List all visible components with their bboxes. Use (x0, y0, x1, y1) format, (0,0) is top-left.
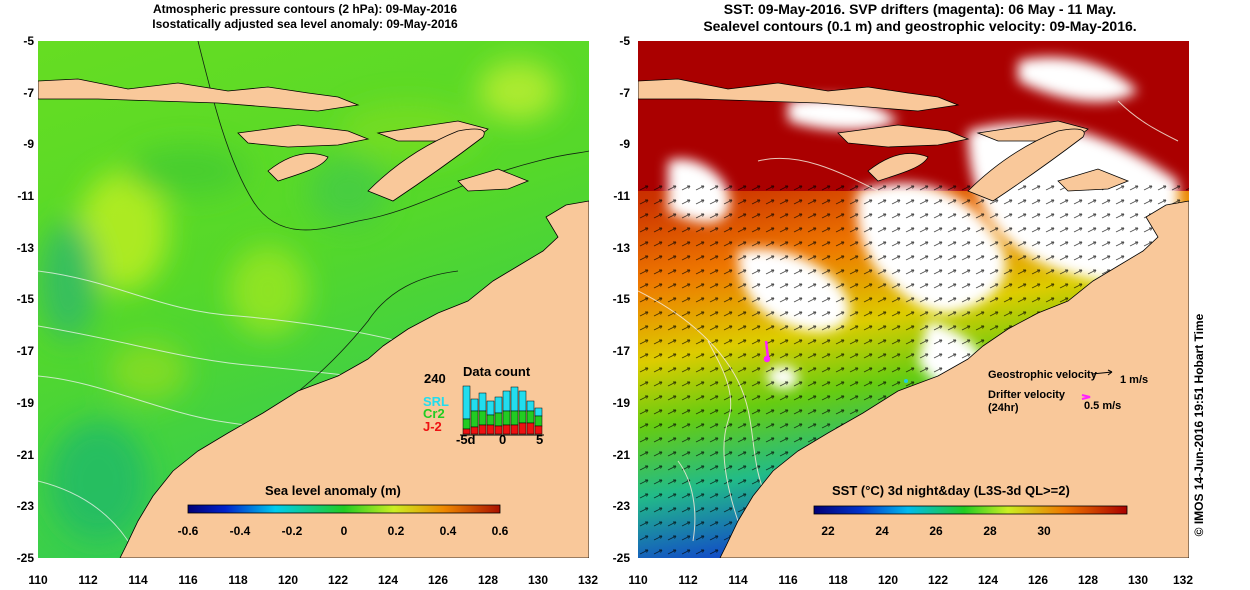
right-xtick: 122 (927, 573, 949, 587)
sst-colorbar-label: SST (°C) 3d night&day (L3S-3d QL>=2) (832, 483, 1070, 498)
left-xtick: 114 (128, 573, 148, 587)
left-xtick: 118 (228, 573, 248, 587)
right-xtick: 128 (1077, 573, 1099, 587)
left-ytick: -5 (23, 34, 34, 48)
sla-colorbar-label: Sea level anomaly (m) (265, 483, 401, 498)
left-xtick: 122 (327, 573, 349, 587)
left-land (38, 78, 589, 558)
left-title-line2: Isostatically adjusted sea level anomaly… (152, 17, 458, 31)
left-ytick: -23 (16, 499, 34, 513)
right-xtick: 126 (1027, 573, 1049, 587)
sst-tick-22: 22 (821, 524, 835, 538)
sla-tick-neg02: -0.2 (281, 524, 303, 538)
left-xtick: 128 (477, 573, 499, 587)
left-ytick: -9 (23, 137, 34, 151)
left-ytick: -11 (17, 189, 34, 203)
left-ytick: -15 (16, 292, 34, 306)
data-count-xtick-start: -5d (456, 432, 476, 447)
right-ytick: -15 (612, 292, 630, 306)
left-xtick: 116 (178, 573, 198, 587)
right-ytick: -9 (619, 137, 630, 151)
right-xtick: 112 (678, 573, 698, 587)
right-ytick: -5 (619, 34, 630, 48)
sea-level-anomaly-map: Data count 240 SRL Cr2 J-2 (38, 41, 589, 558)
sla-tick-06: 0.6 (491, 524, 509, 538)
data-count-xtick-end: 5 (536, 432, 543, 447)
right-title-line2: Sealevel contours (0.1 m) and geostrophi… (703, 18, 1137, 34)
sla-tick-0: 0 (340, 524, 348, 538)
sla-tick-02: 0.2 (387, 524, 405, 538)
right-ytick: -17 (612, 344, 630, 358)
left-ytick: -25 (16, 551, 34, 565)
data-count-title: Data count (463, 364, 531, 379)
geostrophic-velocity-value: 1 m/s (1120, 374, 1149, 386)
sst-tick-28: 28 (983, 524, 997, 538)
data-count-bars (462, 385, 543, 435)
right-ytick: -7 (619, 86, 630, 100)
left-ytick: -19 (16, 396, 34, 410)
drifter-velocity-label-line1: Drifter velocity (988, 389, 1066, 401)
right-xtick: 118 (828, 573, 848, 587)
imos-credit-text: © IMOS 14-Jun-2016 19:51 Hobart Time (1192, 313, 1206, 537)
right-ytick: -25 (612, 551, 630, 565)
svp-drifters (763, 340, 908, 383)
imos-credit: © IMOS 14-Jun-2016 19:51 Hobart Time (1191, 290, 1207, 560)
right-xtick: 132 (1172, 573, 1194, 587)
left-xtick: 110 (28, 573, 48, 587)
left-ytick: -13 (16, 241, 34, 255)
sst-colorbar (813, 505, 1128, 515)
left-ytick: -17 (16, 344, 34, 358)
sla-tick-neg06: -0.6 (177, 524, 199, 538)
sla-anomaly-patches (38, 61, 558, 541)
left-xtick: 124 (377, 573, 399, 587)
data-count-series-cr2: Cr2 (423, 406, 445, 421)
right-xtick: 116 (778, 573, 798, 587)
data-count-series-srl: SRL (423, 394, 449, 409)
right-xtick: 114 (728, 573, 748, 587)
right-ytick: -11 (613, 189, 630, 203)
sla-tick-neg04: -0.4 (229, 524, 251, 538)
right-title-line1: SST: 09-May-2016. SVP drifters (magenta)… (723, 1, 1117, 17)
left-map-title: Atmospheric pressure contours (2 hPa): 0… (120, 2, 490, 32)
left-xtick: 132 (577, 573, 599, 587)
drifter-velocity-label: Drifter velocity (24hr) (988, 389, 1065, 415)
left-xtick: 120 (277, 573, 299, 587)
right-land (638, 78, 1189, 558)
sst-tick-30: 30 (1037, 524, 1051, 538)
right-xtick: 124 (977, 573, 999, 587)
geostrophic-velocity-label: Geostrophic velocity (988, 369, 1097, 381)
left-title-line1: Atmospheric pressure contours (2 hPa): 0… (152, 2, 458, 16)
data-count-ymax: 240 (424, 371, 446, 386)
data-count-series-j2: J-2 (423, 419, 442, 434)
right-ytick: -13 (612, 241, 630, 255)
left-xtick: 126 (427, 573, 449, 587)
sst-map (638, 41, 1189, 558)
left-xtick: 112 (78, 573, 98, 587)
right-xtick: 130 (1127, 573, 1149, 587)
right-xtick: 110 (628, 573, 648, 587)
left-xtick: 130 (527, 573, 549, 587)
right-ytick: -23 (612, 499, 630, 513)
right-ytick: -19 (612, 396, 630, 410)
sla-colorbar (187, 504, 501, 514)
sst-tick-26: 26 (929, 524, 943, 538)
data-count-inset: Data count 240 SRL Cr2 J-2 (423, 364, 544, 447)
left-ytick: -7 (23, 86, 34, 100)
sst-tick-24: 24 (875, 524, 889, 538)
sst-sealevel-contours (638, 100, 1179, 542)
drifter-velocity-value: 0.5 m/s (1084, 400, 1122, 412)
drifter-velocity-label-line2: (24hr) (988, 402, 1019, 414)
left-ytick: -21 (16, 448, 34, 462)
data-count-xtick-mid: 0 (499, 432, 506, 447)
velocity-legend-arrows (1081, 369, 1113, 400)
right-map-title: SST: 09-May-2016. SVP drifters (magenta)… (650, 1, 1190, 35)
right-xtick: 120 (877, 573, 899, 587)
sla-tick-04: 0.4 (439, 524, 457, 538)
right-ytick: -21 (612, 448, 630, 462)
